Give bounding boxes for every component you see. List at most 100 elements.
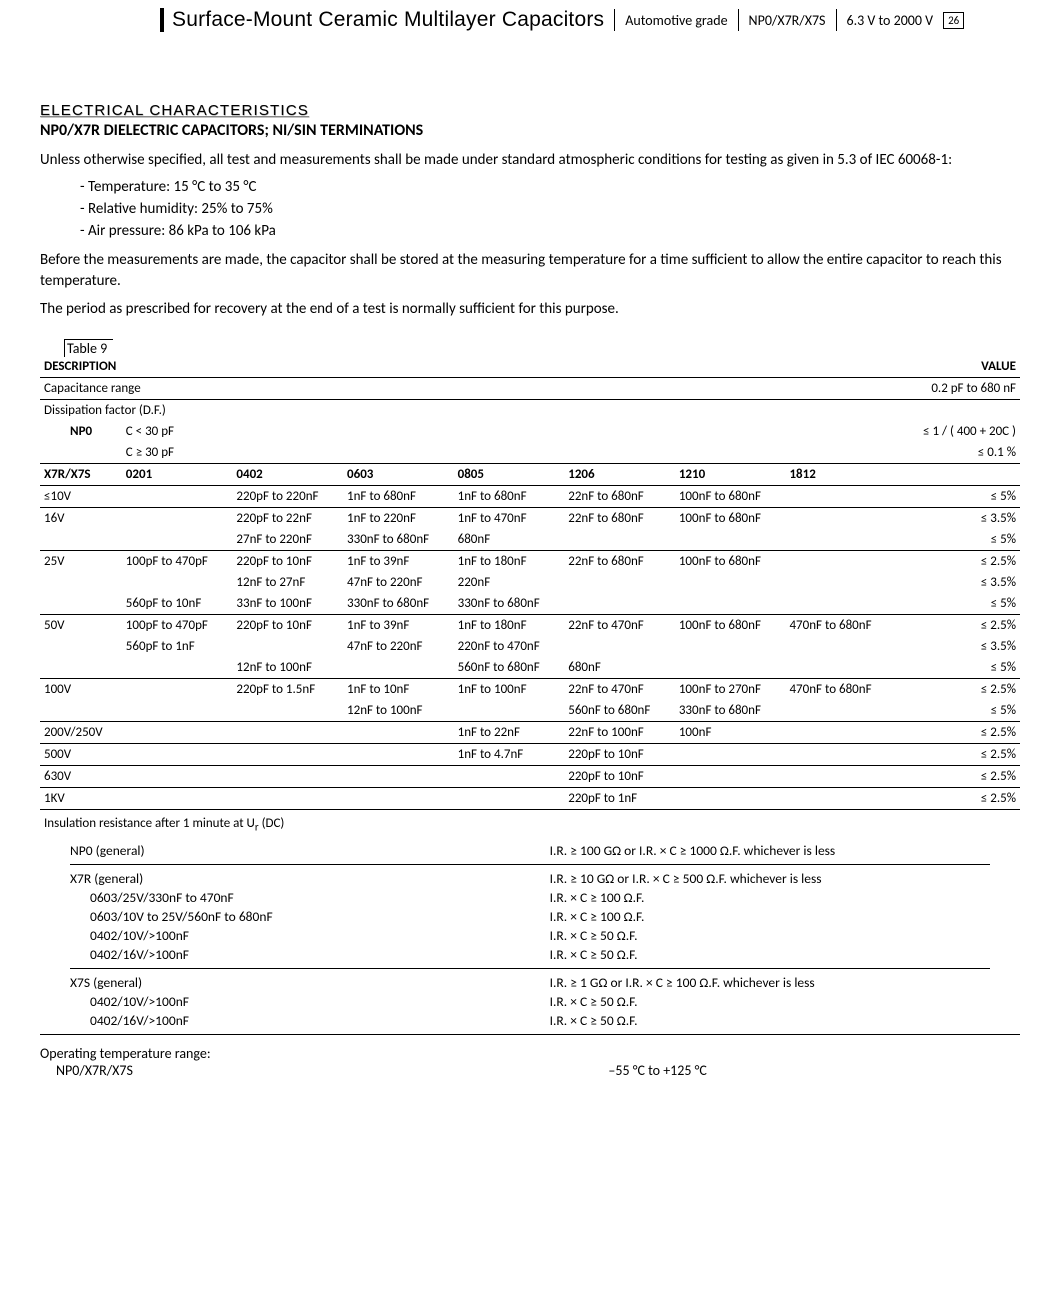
cap-cell: 220pF to 1.5nF bbox=[232, 679, 343, 701]
cap-cell bbox=[785, 766, 896, 788]
header-title: Surface-Mount Ceramic Multilayer Capacit… bbox=[172, 8, 604, 32]
electrical-characteristics-table: DESCRIPTION VALUE Capacitance range 0.2 … bbox=[40, 356, 1020, 837]
cap-cell bbox=[122, 766, 233, 788]
cap-cell: 1nF to 180nF bbox=[454, 615, 565, 637]
cap-cell: 1nF to 39nF bbox=[343, 615, 454, 637]
ir-value: I.R. ≥ 1 GΩ or I.R. × C ≥ 100 Ω.F. which… bbox=[550, 973, 1020, 992]
cap-cell bbox=[122, 486, 233, 508]
size-1210: 1210 bbox=[675, 464, 786, 486]
ir-value: I.R. × C ≥ 50 Ω.F. bbox=[550, 926, 1020, 945]
condition-pressure: Air pressure: 86 kPa to 106 kPa bbox=[80, 222, 1020, 240]
value-header: VALUE bbox=[896, 356, 1020, 378]
npo-val-1: ≤ 1 / ( 400 + 20C ) bbox=[896, 421, 1020, 442]
cap-cell bbox=[343, 788, 454, 810]
ir-value: I.R. × C ≥ 50 Ω.F. bbox=[550, 945, 1020, 964]
voltage-cell bbox=[40, 572, 122, 593]
cap-cell bbox=[343, 657, 454, 679]
cap-cell: 47nF to 220nF bbox=[343, 636, 454, 657]
cap-cell: 100nF to 680nF bbox=[675, 508, 786, 530]
cap-cell bbox=[785, 551, 896, 573]
cap-cell: 1nF to 680nF bbox=[343, 486, 454, 508]
cap-cell bbox=[785, 722, 896, 744]
cap-cell bbox=[675, 529, 786, 551]
cap-cell: 22nF to 470nF bbox=[564, 679, 675, 701]
condition-humidity: Relative humidity: 25% to 75% bbox=[80, 200, 1020, 218]
cap-cell: 27nF to 220nF bbox=[232, 529, 343, 551]
header-voltage-range: 6.3 V to 2000 V bbox=[847, 12, 934, 29]
cap-cell: 100nF to 680nF bbox=[675, 551, 786, 573]
cap-cell bbox=[785, 572, 896, 593]
cap-cell bbox=[785, 529, 896, 551]
cap-cell bbox=[785, 788, 896, 810]
cap-cell bbox=[232, 788, 343, 810]
cap-cell: 220nF bbox=[454, 572, 565, 593]
cap-cell bbox=[675, 744, 786, 766]
size-1812: 1812 bbox=[785, 464, 896, 486]
cap-cell: 33nF to 100nF bbox=[232, 593, 343, 615]
size-1206: 1206 bbox=[564, 464, 675, 486]
cap-cell bbox=[785, 700, 896, 722]
voltage-cell: 25V bbox=[40, 551, 122, 573]
ir-condition: 0402/16V/>100nF bbox=[40, 945, 550, 964]
condition-temperature: Temperature: 15 °C to 35 °C bbox=[80, 178, 1020, 196]
cap-cell: 220pF to 10nF bbox=[232, 551, 343, 573]
npo-cond-1: C < 30 pF bbox=[122, 421, 896, 442]
subsection-title: NP0/X7R DIELECTRIC CAPACITORS; NI/SIN TE… bbox=[40, 121, 1020, 140]
npo-general-value: I.R. ≥ 100 GΩ or I.R. × C ≥ 1000 Ω.F. wh… bbox=[550, 841, 1020, 860]
voltage-cell: 100V bbox=[40, 679, 122, 701]
otr-label: Operating temperature range: bbox=[40, 1045, 1020, 1062]
cap-cell: 22nF to 680nF bbox=[564, 551, 675, 573]
npo-cond-2: C ≥ 30 pF bbox=[122, 442, 896, 464]
voltage-cell: ≤10V bbox=[40, 486, 122, 508]
cap-cell: 220pF to 220nF bbox=[232, 486, 343, 508]
cap-cell bbox=[232, 636, 343, 657]
cap-cell bbox=[564, 593, 675, 615]
header-sep bbox=[614, 9, 615, 31]
cap-cell: 220pF to 10nF bbox=[564, 744, 675, 766]
ir-value: I.R. ≥ 10 GΩ or I.R. × C ≥ 500 Ω.F. whic… bbox=[550, 869, 1020, 888]
df-value: ≤ 5% bbox=[896, 700, 1020, 722]
voltage-cell bbox=[40, 636, 122, 657]
ir-condition: 0402/16V/>100nF bbox=[40, 1011, 550, 1030]
cap-cell: 330nF to 680nF bbox=[454, 593, 565, 615]
cap-cell: 680nF bbox=[454, 529, 565, 551]
cap-cell: 1nF to 4.7nF bbox=[454, 744, 565, 766]
cap-cell: 220pF to 10nF bbox=[564, 766, 675, 788]
df-value: ≤ 3.5% bbox=[896, 636, 1020, 657]
cap-cell bbox=[785, 508, 896, 530]
cap-cell bbox=[122, 700, 233, 722]
voltage-cell bbox=[40, 657, 122, 679]
cap-cell bbox=[232, 744, 343, 766]
cap-cell: 100pF to 470pF bbox=[122, 615, 233, 637]
cap-cell bbox=[564, 572, 675, 593]
cap-cell bbox=[785, 744, 896, 766]
insulation-resistance-header: Insulation resistance after 1 minute at … bbox=[40, 810, 1020, 837]
df-value: ≤ 5% bbox=[896, 486, 1020, 508]
intro-paragraph-3: The period as prescribed for recovery at… bbox=[40, 299, 1020, 319]
cap-cell: 470nF to 680nF bbox=[785, 679, 896, 701]
ir-condition: 0402/10V/>100nF bbox=[40, 926, 550, 945]
df-value: ≤ 5% bbox=[896, 593, 1020, 615]
df-value: ≤ 3.5% bbox=[896, 572, 1020, 593]
cap-cell: 1nF to 680nF bbox=[454, 486, 565, 508]
cap-cell bbox=[122, 744, 233, 766]
cap-cell: 100nF to 680nF bbox=[675, 486, 786, 508]
cap-cell bbox=[564, 636, 675, 657]
voltage-cell: 1KV bbox=[40, 788, 122, 810]
npo-label: NP0 bbox=[40, 421, 122, 442]
ir-group-label: X7S (general) bbox=[40, 973, 550, 992]
ir-value: I.R. × C ≥ 100 Ω.F. bbox=[550, 907, 1020, 926]
df-value: ≤ 2.5% bbox=[896, 788, 1020, 810]
ir-value: I.R. × C ≥ 100 Ω.F. bbox=[550, 888, 1020, 907]
cap-cell: 22nF to 680nF bbox=[564, 508, 675, 530]
cap-cell bbox=[785, 593, 896, 615]
cap-cell bbox=[232, 700, 343, 722]
cap-cell bbox=[122, 722, 233, 744]
size-0603: 0603 bbox=[343, 464, 454, 486]
cap-cell: 330nF to 680nF bbox=[675, 700, 786, 722]
cap-cell bbox=[454, 766, 565, 788]
cap-cell: 100nF bbox=[675, 722, 786, 744]
cap-cell bbox=[675, 788, 786, 810]
df-value: ≤ 2.5% bbox=[896, 615, 1020, 637]
cap-cell: 680nF bbox=[564, 657, 675, 679]
